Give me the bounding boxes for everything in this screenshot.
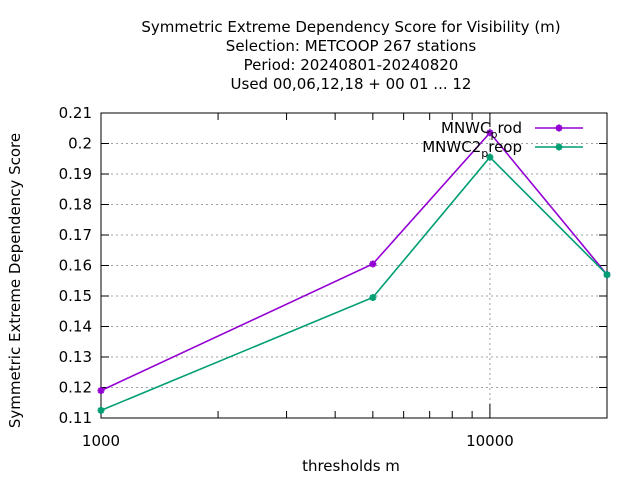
x-tick-label: 10000 (466, 432, 514, 450)
y-tick-label: 0.17 (59, 226, 92, 244)
data-point (97, 387, 105, 395)
data-point (369, 260, 377, 268)
x-axis-label: thresholds m (302, 457, 400, 475)
axis-ticks: 0.11 0.12 0.13 0.14 0.15 0.16 0.17 0.18 0.19 0.2 0… (59, 104, 608, 450)
y-tick-label: 0.18 (59, 196, 92, 214)
data-point (603, 271, 611, 279)
series-line (100, 131, 608, 392)
chart-title: Symmetric Extreme Dependency Score for V… (141, 18, 560, 93)
series (97, 129, 611, 414)
y-tick-label: 0.12 (59, 379, 92, 397)
y-tick-label: 0.19 (59, 165, 92, 183)
y-tick-label: 0.16 (59, 257, 92, 275)
x-tick-label: 1000 (82, 432, 120, 450)
title-line: Selection: METCOOP 267 stations (226, 37, 477, 55)
legend-label: MNWC2preop (422, 138, 522, 160)
legend-label: MNWCprod (441, 119, 522, 141)
title-line: Symmetric Extreme Dependency Score for V… (141, 18, 560, 36)
title-line: Used 00,06,12,18 + 00 01 ... 12 (231, 75, 472, 93)
y-tick-label: 0.13 (59, 348, 92, 366)
y-tick-label: 0.15 (59, 287, 92, 305)
y-axis-label: Symmetric Extreme Dependency Score (6, 133, 24, 428)
y-tick-label: 0.11 (59, 409, 92, 427)
data-point (555, 124, 563, 132)
y-tick-label: 0.2 (68, 135, 92, 153)
data-point (555, 143, 563, 151)
data-point (97, 406, 105, 414)
title-line: Period: 20240801-20240820 (244, 56, 459, 74)
y-tick-label: 0.14 (59, 318, 92, 336)
data-point (369, 294, 377, 302)
data-point (486, 153, 494, 161)
series-line (100, 156, 608, 412)
grid (101, 113, 607, 418)
data-point (486, 129, 494, 137)
y-tick-label: 0.21 (59, 104, 92, 122)
